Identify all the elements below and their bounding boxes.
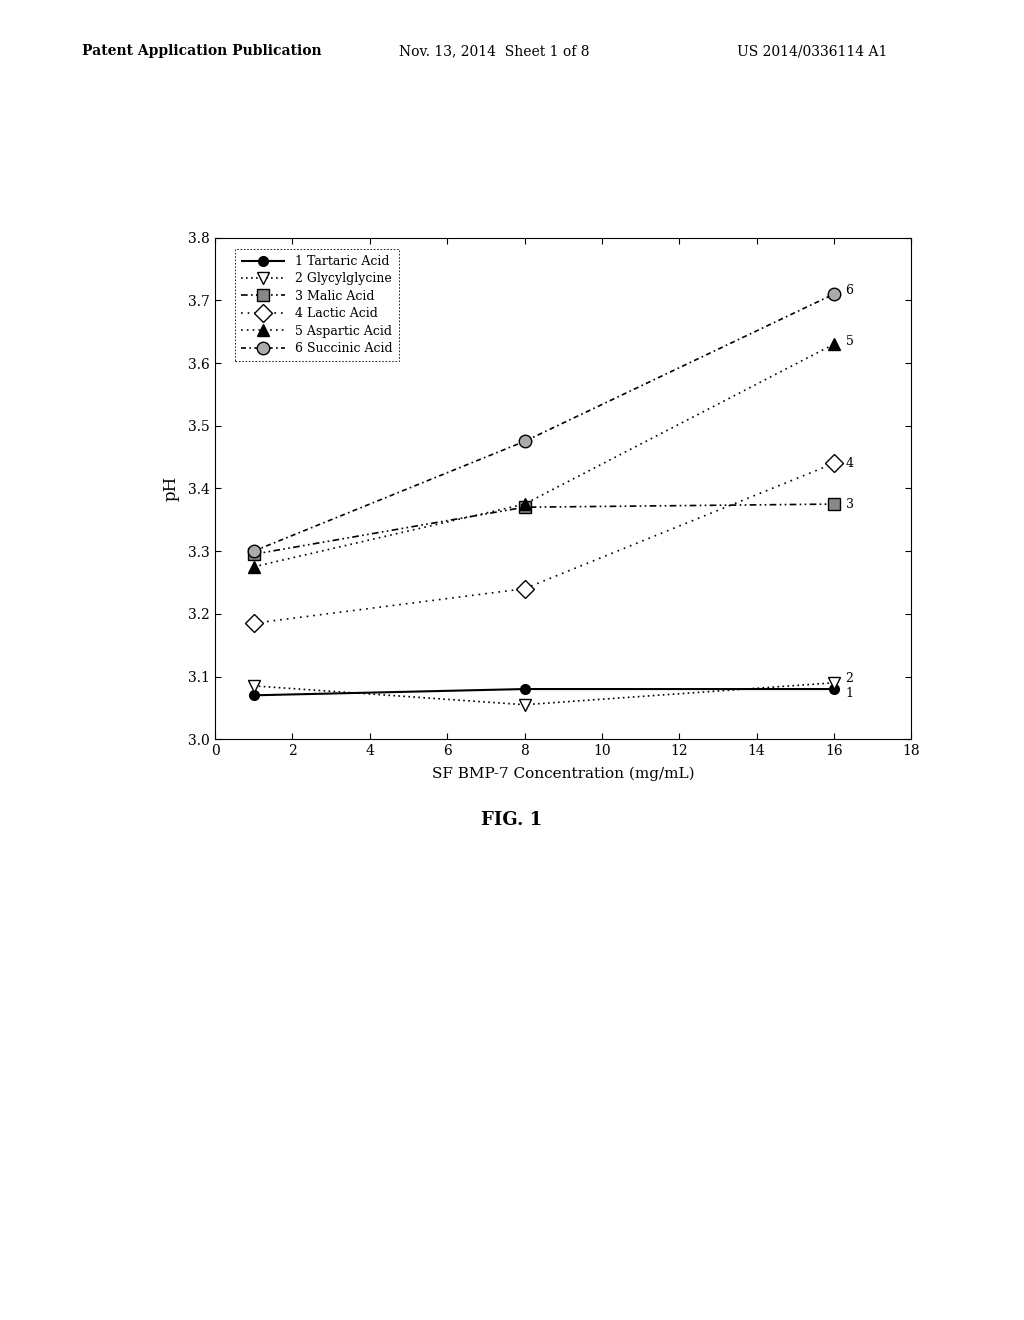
Y-axis label: pH: pH [163,475,180,502]
Text: 4: 4 [846,457,854,470]
Text: 6: 6 [846,284,854,297]
Text: 3: 3 [846,498,854,511]
Text: Patent Application Publication: Patent Application Publication [82,45,322,58]
Text: 5: 5 [846,334,853,347]
Text: FIG. 1: FIG. 1 [481,810,543,829]
X-axis label: SF BMP-7 Concentration (mg/mL): SF BMP-7 Concentration (mg/mL) [432,767,694,781]
Text: Nov. 13, 2014  Sheet 1 of 8: Nov. 13, 2014 Sheet 1 of 8 [399,45,590,58]
Text: 2: 2 [846,672,853,685]
Text: US 2014/0336114 A1: US 2014/0336114 A1 [737,45,888,58]
Text: 1: 1 [846,686,854,700]
Legend: 1 Tartaric Acid, 2 Glycylglycine, 3 Malic Acid, 4 Lactic Acid, 5 Aspartic Acid, : 1 Tartaric Acid, 2 Glycylglycine, 3 Mali… [236,249,399,362]
